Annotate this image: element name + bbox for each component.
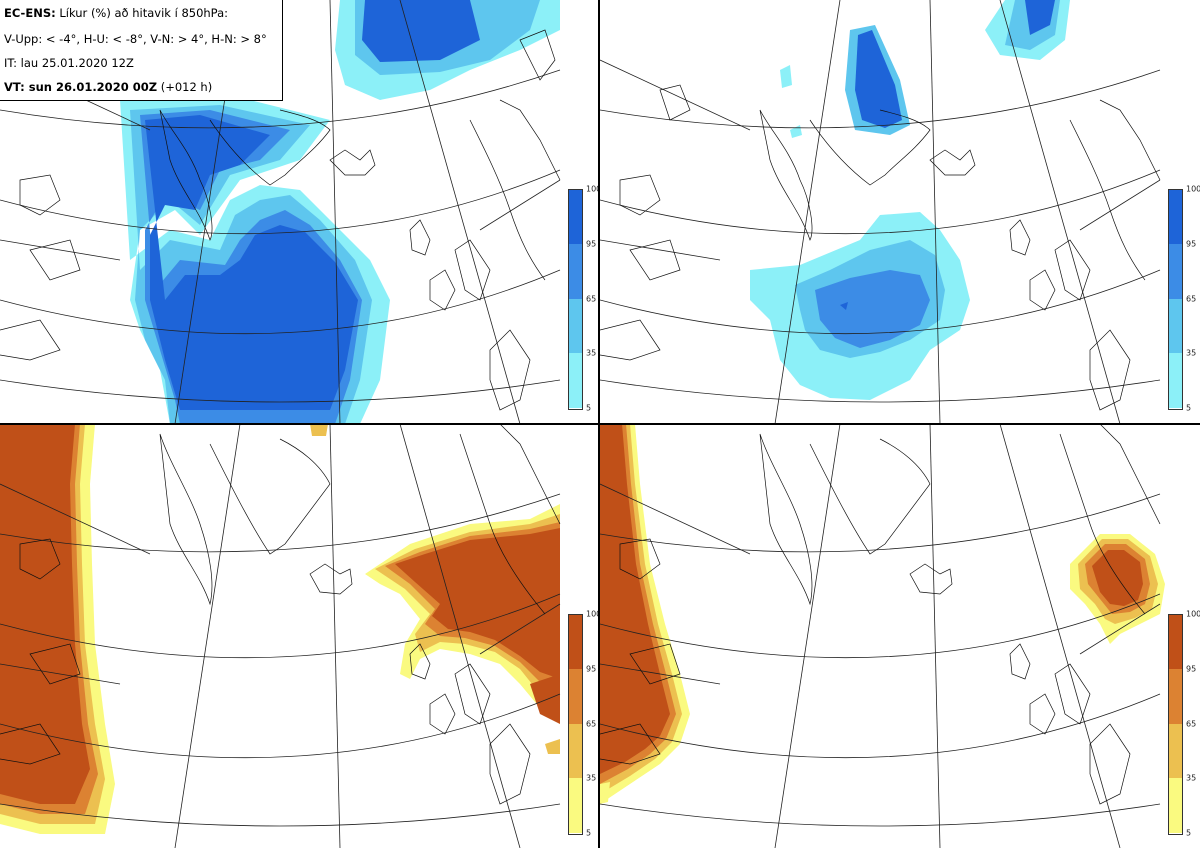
cbar-tick: 5	[586, 828, 592, 838]
thresholds-text: V-Upp: < -4°, H-U: < -8°, V-N: > 4°, H-N…	[4, 32, 267, 46]
cbar-tick: 35	[586, 773, 597, 783]
coastlines	[0, 424, 561, 805]
cbar-tick: 65	[586, 719, 597, 729]
coastlines	[0, 29, 561, 411]
cbar-tick: 95	[586, 239, 597, 249]
lead-time: (+012 h)	[160, 80, 213, 94]
cbar-tick: 35	[586, 348, 597, 358]
cbar-tick: 5	[1186, 828, 1192, 838]
panel-divider-horizontal	[0, 423, 1200, 425]
cbar-tick: 65	[1186, 719, 1197, 729]
map-warm-4	[0, 424, 561, 848]
map-warm-8	[600, 424, 1165, 848]
colorbar-warm-bl: 100 95 65 35 5	[568, 610, 600, 838]
title: Líkur (%) að hitavik í 850hPa:	[59, 6, 229, 20]
cbar-tick: 100	[586, 184, 600, 194]
coastlines	[600, 424, 1161, 805]
initial-time: IT: lau 25.01.2020 12Z	[4, 56, 134, 70]
cbar-tick: 35	[1186, 348, 1197, 358]
cbar-tick: 95	[586, 664, 597, 674]
map-panel-cold-4: EC-ENS: Líkur (%) að hitavik í 850hPa: V…	[0, 0, 600, 424]
graticule	[600, 424, 1161, 848]
graticule	[600, 0, 1161, 424]
cbar-tick: 5	[586, 403, 592, 413]
colorbar-cold-tl: 100 95 65 35 5	[568, 185, 600, 413]
cbar-tick: 95	[1186, 664, 1197, 674]
map-panel-warm-8: 100 95 65 35 5	[600, 424, 1200, 848]
cbar-tick: 5	[1186, 403, 1192, 413]
cbar-tick: 65	[586, 294, 597, 304]
map-panel-warm-4: 100 95 65 35 5	[0, 424, 600, 848]
cbar-tick: 35	[1186, 773, 1197, 783]
cbar-tick: 65	[1186, 294, 1197, 304]
colorbar-cold-tr: 100 95 65 35 5	[1168, 185, 1200, 413]
probability-field	[750, 0, 1070, 400]
probability-field	[600, 424, 1165, 804]
probability-field	[0, 424, 560, 834]
map-cold-8	[600, 0, 1161, 424]
cbar-tick: 95	[1186, 239, 1197, 249]
colorbar-warm-br: 100 95 65 35 5	[1168, 610, 1200, 838]
map-panel-cold-8: 100 95 65 35 5	[600, 0, 1200, 424]
legend-info-box: EC-ENS: Líkur (%) að hitavik í 850hPa: V…	[0, 0, 283, 101]
map-cold-4	[0, 0, 561, 424]
cbar-tick: 100	[1186, 184, 1200, 194]
graticule	[0, 424, 561, 848]
cbar-tick: 100	[1186, 609, 1200, 619]
cbar-tick: 100	[586, 609, 600, 619]
valid-time: VT: sun 26.01.2020 00Z	[4, 80, 158, 94]
model-name: EC-ENS:	[4, 6, 56, 20]
coastlines	[600, 84, 1161, 411]
